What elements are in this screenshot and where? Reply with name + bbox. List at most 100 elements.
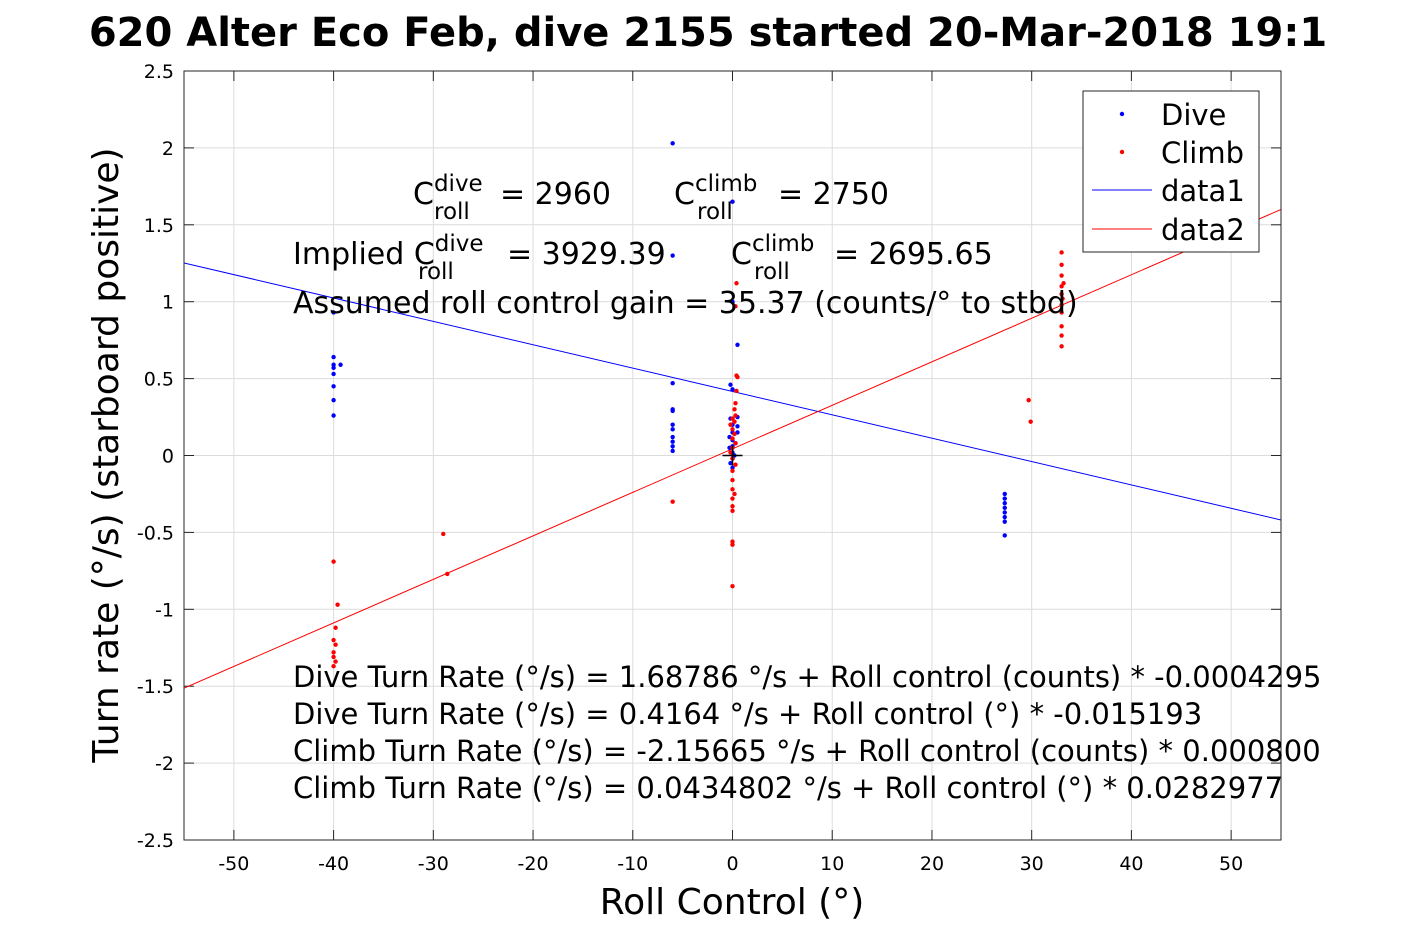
y-axis-label: Turn rate (°/s) (starboard positive) bbox=[86, 147, 127, 763]
dive-point bbox=[730, 465, 735, 471]
dive-point bbox=[1002, 533, 1007, 538]
x-tick-label: 30 bbox=[1020, 853, 1044, 875]
dive-point bbox=[728, 382, 733, 387]
y-tick-label: -1 bbox=[155, 599, 174, 621]
annotation-implied-dive-sub: roll bbox=[418, 259, 454, 285]
y-tick-label: 0 bbox=[162, 446, 174, 468]
climb-point bbox=[333, 659, 338, 664]
svg-text:Implied Cdive: Implied Cdive bbox=[293, 231, 484, 272]
dive-point bbox=[331, 310, 336, 315]
annotation-gain: Assumed roll control gain = 35.37 (count… bbox=[293, 286, 1078, 321]
x-tick-label: 10 bbox=[820, 853, 844, 875]
legend-label-data1: data1 bbox=[1161, 174, 1245, 208]
climb-point bbox=[1026, 397, 1031, 403]
climb-point bbox=[730, 504, 735, 509]
climb-point bbox=[1059, 344, 1064, 349]
climb-point bbox=[331, 664, 336, 669]
legend: Dive Climb data1 data2 bbox=[1082, 90, 1260, 253]
annotation-implied-climb-base: C bbox=[731, 237, 752, 272]
climb-point bbox=[735, 374, 740, 380]
annotation-implied: Implied Cdive roll = 3929.39 Cclimb roll… bbox=[293, 231, 993, 285]
x-tick-label: 50 bbox=[1219, 853, 1243, 875]
dive-point bbox=[728, 460, 733, 466]
y-tick-label: 0.5 bbox=[144, 369, 174, 391]
climb-point bbox=[732, 491, 737, 497]
dive-point bbox=[331, 413, 336, 418]
annotation-c-dive-sup: dive bbox=[434, 171, 483, 197]
plot-frame bbox=[183, 70, 1282, 841]
dive-point bbox=[670, 408, 675, 414]
annotation-equations: Dive Turn Rate (°/s) = 1.68786 °/s + Rol… bbox=[293, 660, 1321, 805]
climb-point bbox=[1059, 291, 1064, 297]
x-tick-label: -40 bbox=[318, 853, 349, 875]
dive-point bbox=[735, 342, 740, 347]
legend-box bbox=[1082, 90, 1260, 253]
x-tick-label: -10 bbox=[617, 853, 648, 875]
climb-point bbox=[331, 559, 336, 564]
data-points bbox=[331, 141, 1066, 669]
climb-point bbox=[733, 462, 738, 467]
y-tick-label: 1 bbox=[162, 292, 174, 314]
climb-point bbox=[730, 584, 735, 589]
climb-point bbox=[1059, 324, 1064, 329]
climb-point bbox=[730, 496, 735, 501]
annotation-equation-3: Climb Turn Rate (°/s) = -2.15665 °/s + R… bbox=[293, 734, 1321, 768]
dive-point bbox=[331, 384, 336, 389]
annotation-equation-2: Dive Turn Rate (°/s) = 0.4164 °/s + Roll… bbox=[293, 697, 1202, 731]
climb-point bbox=[730, 427, 735, 432]
climb-point bbox=[733, 440, 738, 446]
climb-point bbox=[1060, 296, 1065, 301]
annotation-c-dive-sub: roll bbox=[434, 199, 470, 225]
dive-point bbox=[670, 444, 675, 449]
x-tick-label: -30 bbox=[418, 853, 449, 875]
legend-label-climb: Climb bbox=[1161, 136, 1244, 170]
y-tick-label: -2.5 bbox=[137, 830, 174, 852]
svg-text:Cclimb: Cclimb bbox=[731, 231, 814, 272]
dive-point bbox=[1002, 500, 1007, 506]
climb-point bbox=[730, 468, 735, 474]
climb-point bbox=[441, 531, 446, 537]
annotation-implied-dive-sup: dive bbox=[435, 231, 484, 257]
climb-point bbox=[1059, 262, 1064, 267]
x-axis-label: Roll Control (°) bbox=[600, 882, 865, 923]
annotation-implied-dive-value: = 3929.39 bbox=[507, 237, 666, 272]
climb-point bbox=[1059, 310, 1064, 315]
dive-point bbox=[1002, 496, 1007, 501]
climb-point bbox=[1028, 419, 1033, 424]
y-tick-label: -1.5 bbox=[137, 676, 174, 698]
climb-point bbox=[730, 539, 735, 544]
dive-point bbox=[331, 365, 336, 371]
dive-point bbox=[331, 397, 336, 403]
svg-text:Cdive: Cdive bbox=[413, 171, 483, 212]
annotation-implied-climb-sub: roll bbox=[754, 259, 790, 285]
legend-label-data2: data2 bbox=[1161, 213, 1245, 247]
climb-point bbox=[730, 436, 735, 441]
climb-point bbox=[1059, 333, 1064, 338]
dive-point bbox=[670, 141, 675, 146]
climb-point bbox=[1059, 273, 1064, 278]
x-tick-label: 40 bbox=[1119, 853, 1143, 875]
dive-point bbox=[1002, 519, 1007, 524]
x-tick-label: 20 bbox=[920, 853, 944, 875]
annotation-c-dive-value: = 2960 bbox=[500, 177, 611, 212]
annotation-c-climb-sub: roll bbox=[697, 199, 733, 225]
y-tick-label: 2.5 bbox=[144, 61, 174, 83]
annotation-c-climb-sup: climb bbox=[695, 171, 757, 197]
annotation-equation-1: Dive Turn Rate (°/s) = 1.68786 °/s + Rol… bbox=[293, 660, 1321, 694]
annotation-implied-climb-sup: climb bbox=[752, 231, 814, 257]
annotation-implied-climb-value: = 2695.65 bbox=[834, 237, 993, 272]
origin-marker bbox=[722, 445, 743, 466]
x-tick-label: -20 bbox=[518, 853, 549, 875]
climb-point bbox=[734, 281, 739, 286]
y-tick-label: -0.5 bbox=[137, 522, 174, 544]
dive-point bbox=[331, 362, 336, 367]
y-tick-label: 1.5 bbox=[144, 215, 174, 237]
climb-point bbox=[733, 304, 738, 309]
dive-point bbox=[1002, 510, 1007, 515]
climb-point bbox=[732, 407, 737, 412]
climb-point bbox=[1059, 302, 1064, 307]
climb-point bbox=[331, 637, 336, 643]
climb-point bbox=[730, 508, 735, 514]
dive-point bbox=[670, 381, 675, 386]
dive-point bbox=[331, 371, 336, 377]
